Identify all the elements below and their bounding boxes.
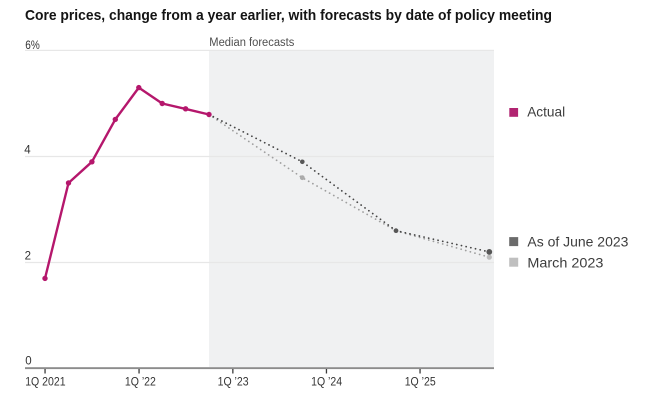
svg-text:Core prices, change from a yea: Core prices, change from a year earlier,… — [25, 7, 552, 24]
svg-text:Actual: Actual — [527, 103, 565, 119]
svg-text:6%: 6% — [25, 40, 40, 52]
svg-text:2: 2 — [25, 251, 31, 263]
svg-text:1Q ’24: 1Q ’24 — [311, 376, 343, 388]
svg-text:1Q ’22: 1Q ’22 — [125, 376, 156, 388]
svg-text:4: 4 — [24, 145, 31, 157]
svg-text:March 2023: March 2023 — [527, 254, 603, 270]
svg-text:1Q ’25: 1Q ’25 — [405, 376, 436, 388]
svg-text:Median forecasts: Median forecasts — [209, 37, 294, 49]
svg-text:As of June 2023: As of June 2023 — [527, 234, 628, 250]
svg-text:0: 0 — [25, 356, 31, 368]
svg-text:1Q 2021: 1Q 2021 — [25, 376, 65, 388]
svg-text:1Q ’23: 1Q ’23 — [218, 376, 249, 388]
